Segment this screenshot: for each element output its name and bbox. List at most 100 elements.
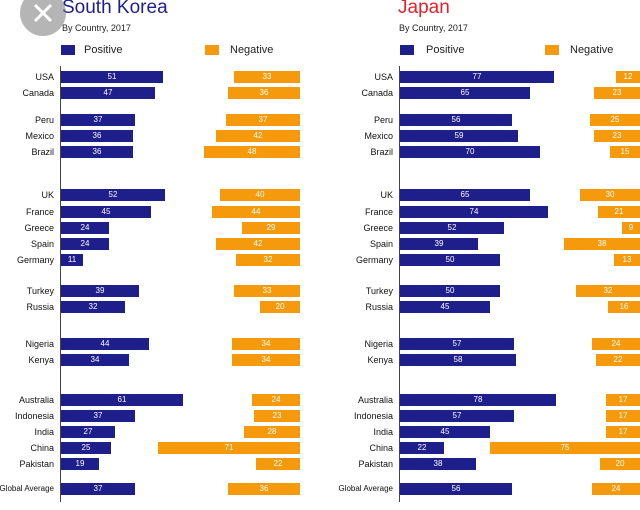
korea-bar-positive-label: 47 — [103, 88, 113, 97]
korea-bar-negative — [234, 71, 300, 83]
korea-category-label: Mexico — [25, 131, 54, 141]
japan-bar-negative-label: 12 — [623, 72, 633, 81]
korea-bar-negative-label: 44 — [251, 207, 261, 216]
japan-bar-negative-label: 24 — [611, 339, 621, 348]
korea-bar-positive-label: 37 — [93, 484, 103, 493]
korea-bar-negative-label: 48 — [247, 147, 257, 156]
japan-bar-negative — [600, 458, 640, 470]
korea-bar-negative-label: 29 — [266, 223, 276, 232]
japan-bar-negative — [590, 114, 640, 126]
korea-bar-positive — [61, 483, 135, 495]
japan-bar-positive — [400, 285, 500, 297]
korea-bar-positive-label: 61 — [117, 395, 127, 404]
japan-bar-negative-label: 38 — [597, 239, 607, 248]
japan-chart-subtitle: By Country, 2017 — [399, 23, 468, 33]
korea-bar-positive-label: 52 — [108, 190, 118, 199]
japan-category-label: Mexico — [364, 131, 393, 141]
japan-bar-negative — [596, 354, 640, 366]
japan-category-label: Australia — [357, 395, 393, 405]
korea-bar-positive-label: 39 — [95, 286, 105, 295]
japan-bar-positive — [400, 87, 530, 99]
japan-bar-positive-label: 50 — [445, 286, 455, 295]
japan-bar-positive — [400, 130, 518, 142]
japan-category-label: Turkey — [365, 286, 393, 296]
korea-bar-positive-label: 51 — [107, 72, 117, 81]
korea-category-label: Spain — [30, 239, 54, 249]
close-icon — [33, 3, 53, 23]
korea-category-label: France — [25, 207, 54, 217]
korea-category-label: Indonesia — [14, 411, 54, 421]
japan-bar-negative-label: 30 — [605, 190, 615, 199]
korea-category-label: China — [30, 443, 54, 453]
korea-bar-positive — [61, 206, 151, 218]
japan-bar-positive-label: 70 — [465, 147, 475, 156]
korea-bar-negative-label: 20 — [275, 302, 285, 311]
japan-bar-positive — [400, 301, 490, 313]
japan-bar-negative-label: 17 — [618, 427, 628, 436]
japan-category-label: Spain — [369, 239, 393, 249]
japan-bar-negative — [614, 254, 640, 266]
japan-bar-negative — [576, 285, 640, 297]
korea-legend-positive-label: Positive — [84, 44, 123, 56]
korea-category-label: Russia — [26, 302, 54, 312]
japan-bar-positive — [400, 238, 478, 250]
japan-category-label: UK — [380, 190, 393, 200]
japan-bar-negative-label: 24 — [611, 484, 621, 493]
korea-bar-negative-label: 36 — [259, 88, 269, 97]
japan-bar-positive-label: 77 — [472, 72, 482, 81]
korea-bar-positive-label: 27 — [83, 427, 93, 436]
japan-bar-positive-label: 58 — [453, 355, 463, 364]
korea-legend-negative-label: Negative — [230, 44, 274, 56]
korea-chart-title: South Korea — [62, 0, 168, 18]
japan-category-label: Greece — [363, 223, 393, 233]
japan-bar-positive-label: 57 — [452, 411, 462, 420]
korea-bar-negative — [212, 206, 300, 218]
japan-bar-positive — [400, 410, 514, 422]
japan-legend-negative-label: Negative — [570, 44, 614, 56]
korea-bar-positive — [61, 458, 99, 470]
japan-category-label: Nigeria — [364, 339, 393, 349]
japan-chart-title: Japan — [398, 0, 450, 18]
korea-bar-positive — [61, 114, 135, 126]
japan-bar-positive — [400, 394, 556, 406]
close-button[interactable] — [20, 0, 66, 36]
korea-bar-negative — [232, 338, 300, 350]
japan-bar-negative-label: 22 — [613, 355, 623, 364]
japan-bar-negative — [622, 222, 640, 234]
japan-category-label: Germany — [355, 255, 393, 265]
japan-category-label: France — [364, 207, 393, 217]
korea-bar-positive — [61, 338, 149, 350]
korea-bar-positive — [61, 301, 125, 313]
korea-category-label: Greece — [24, 223, 54, 233]
korea-category-label: Brazil — [31, 147, 54, 157]
korea-bar-negative-label: 33 — [262, 286, 272, 295]
japan-bar-negative-label: 13 — [622, 255, 632, 264]
japan-bar-positive-label: 50 — [445, 255, 455, 264]
japan-bar-positive — [400, 483, 512, 495]
japan-category-label: Indonesia — [353, 411, 393, 421]
japan-bar-positive-label: 56 — [451, 115, 461, 124]
korea-bar-negative-label: 34 — [261, 339, 271, 348]
japan-bar-negative-label: 9 — [628, 223, 634, 232]
korea-bar-positive — [61, 410, 135, 422]
japan-bar-positive — [400, 206, 548, 218]
korea-legend-negative-swatch — [205, 45, 219, 55]
korea-bar-negative-label: 42 — [253, 131, 263, 140]
japan-bar-negative — [594, 87, 640, 99]
korea-bar-negative-label: 34 — [261, 355, 271, 364]
korea-category-label: Pakistan — [19, 459, 54, 469]
japan-bar-negative-label: 17 — [618, 395, 628, 404]
japan-bar-positive — [400, 442, 444, 454]
korea-bar-negative-label: 71 — [224, 443, 234, 452]
korea-bar-positive-label: 37 — [93, 411, 103, 420]
korea-bar-negative — [254, 410, 300, 422]
korea-bar-positive — [61, 285, 139, 297]
korea-category-label: Nigeria — [25, 339, 54, 349]
korea-bar-negative — [226, 114, 300, 126]
japan-category-label: Pakistan — [358, 459, 393, 469]
japan-bar-negative — [592, 483, 640, 495]
korea-bar-negative-label: 37 — [258, 115, 268, 124]
japan-bar-negative-label: 17 — [618, 411, 628, 420]
japan-category-label: China — [369, 443, 393, 453]
korea-bar-negative — [232, 354, 300, 366]
